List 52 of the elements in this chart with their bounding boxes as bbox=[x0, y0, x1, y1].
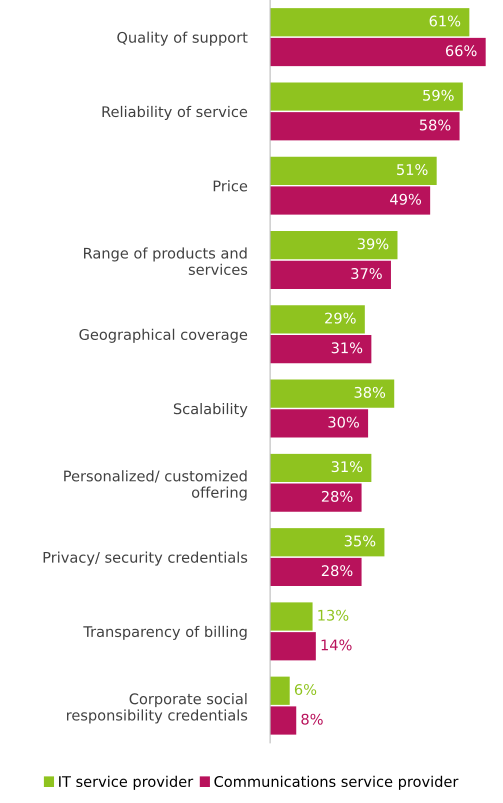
bar bbox=[270, 409, 368, 438]
data-label: 31% bbox=[332, 342, 362, 354]
bar bbox=[270, 305, 365, 334]
bar bbox=[270, 8, 470, 36]
data-label: 59% bbox=[423, 90, 454, 101]
bar bbox=[270, 156, 437, 185]
y-tick-label: Scalability bbox=[174, 402, 248, 418]
bar bbox=[270, 676, 290, 705]
data-label: 14% bbox=[322, 639, 352, 650]
data-label: 37% bbox=[351, 268, 382, 280]
bar bbox=[270, 38, 486, 66]
bar bbox=[270, 82, 463, 111]
y-tick-label: Personalized/ customized offering bbox=[64, 470, 247, 501]
data-label: 29% bbox=[325, 312, 356, 324]
data-label: 61% bbox=[430, 15, 460, 27]
data-label: 28% bbox=[322, 565, 352, 576]
bar bbox=[270, 186, 430, 215]
data-label: 66% bbox=[446, 45, 477, 56]
bar bbox=[270, 558, 362, 586]
y-tick-label: Price bbox=[214, 180, 248, 192]
bar bbox=[270, 632, 316, 660]
data-label: 30% bbox=[328, 416, 359, 428]
data-label: 49% bbox=[390, 194, 422, 205]
legend-label: IT service provider bbox=[59, 776, 194, 790]
y-tick-label: Range of products and services bbox=[84, 247, 248, 275]
data-label: 39% bbox=[358, 238, 388, 250]
data-label: 51% bbox=[397, 164, 428, 176]
data-label: 28% bbox=[322, 490, 352, 502]
y-tick-label: Quality of support bbox=[117, 32, 248, 46]
y-tick-label: Privacy/ security credentials bbox=[44, 552, 248, 566]
data-label: 31% bbox=[332, 461, 362, 472]
bar bbox=[270, 334, 372, 364]
bar bbox=[270, 260, 391, 289]
data-label: 6% bbox=[294, 684, 316, 696]
bar bbox=[270, 484, 362, 512]
y-tick-label: Transparency of billing bbox=[83, 626, 247, 640]
bar bbox=[270, 706, 296, 735]
bar bbox=[270, 380, 394, 408]
data-label: 35% bbox=[344, 535, 376, 546]
bar bbox=[270, 112, 460, 140]
bar bbox=[270, 602, 313, 631]
bar bbox=[270, 528, 384, 556]
data-label: 38% bbox=[354, 386, 386, 398]
bar bbox=[270, 454, 372, 482]
y-tick-label: Geographical coverage bbox=[79, 328, 248, 343]
y-tick-label: Corporate social responsibility credentials bbox=[67, 693, 248, 724]
data-label: 8% bbox=[301, 714, 323, 725]
legend-label: Communications service provider bbox=[214, 776, 458, 790]
data-label: 13% bbox=[318, 610, 348, 621]
y-tick-label: Reliability of service bbox=[102, 106, 248, 120]
bar bbox=[270, 231, 398, 260]
data-label: 58% bbox=[420, 119, 450, 131]
